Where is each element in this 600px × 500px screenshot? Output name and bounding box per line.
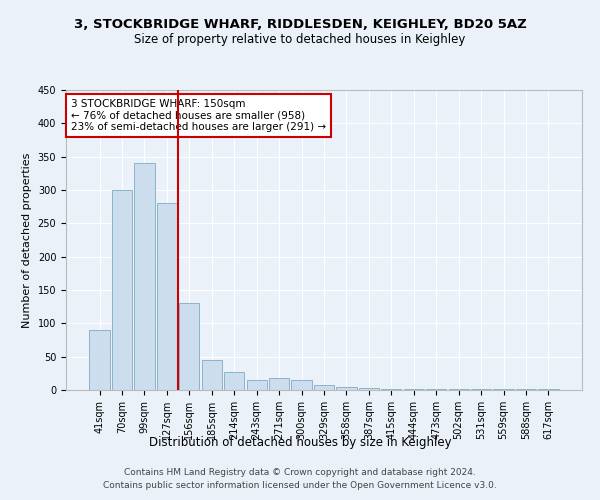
- Bar: [247, 380, 267, 390]
- Bar: [292, 380, 311, 390]
- Bar: [89, 330, 110, 390]
- Text: 3, STOCKBRIDGE WHARF, RIDDLESDEN, KEIGHLEY, BD20 5AZ: 3, STOCKBRIDGE WHARF, RIDDLESDEN, KEIGHL…: [74, 18, 526, 30]
- Bar: [134, 164, 155, 390]
- Text: Size of property relative to detached houses in Keighley: Size of property relative to detached ho…: [134, 32, 466, 46]
- Bar: [112, 190, 132, 390]
- Bar: [157, 204, 177, 390]
- Text: 3 STOCKBRIDGE WHARF: 150sqm
← 76% of detached houses are smaller (958)
23% of se: 3 STOCKBRIDGE WHARF: 150sqm ← 76% of det…: [71, 99, 326, 132]
- Bar: [381, 388, 401, 390]
- Bar: [224, 372, 244, 390]
- Y-axis label: Number of detached properties: Number of detached properties: [22, 152, 32, 328]
- Bar: [493, 388, 514, 390]
- Bar: [337, 386, 356, 390]
- Bar: [202, 360, 222, 390]
- Bar: [314, 384, 334, 390]
- Bar: [269, 378, 289, 390]
- Text: Contains public sector information licensed under the Open Government Licence v3: Contains public sector information licen…: [103, 480, 497, 490]
- Text: Contains HM Land Registry data © Crown copyright and database right 2024.: Contains HM Land Registry data © Crown c…: [124, 468, 476, 477]
- Bar: [404, 388, 424, 390]
- Bar: [359, 388, 379, 390]
- Bar: [179, 304, 199, 390]
- Text: Distribution of detached houses by size in Keighley: Distribution of detached houses by size …: [149, 436, 451, 449]
- Bar: [538, 388, 559, 390]
